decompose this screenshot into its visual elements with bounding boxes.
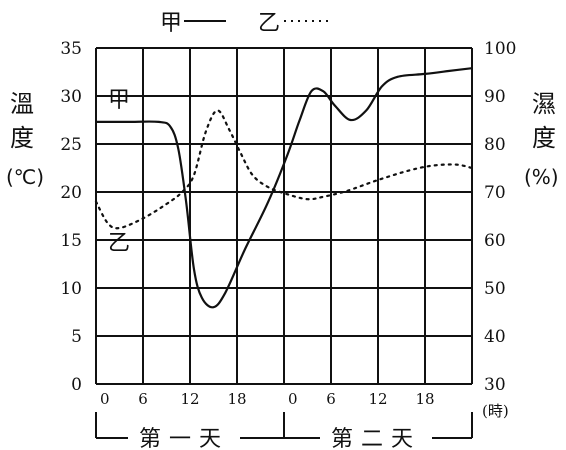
x-axis-ticks: 0 6 12 18 0 6 12 18 bbox=[100, 390, 435, 408]
right-axis-label-unit: (%) bbox=[524, 165, 559, 189]
left-tick-label: 10 bbox=[60, 279, 82, 299]
right-tick-label: 90 bbox=[484, 87, 506, 107]
legend-label-jia: 甲 bbox=[160, 11, 182, 36]
right-tick-label: 50 bbox=[484, 279, 506, 299]
annotation-jia: 甲 bbox=[108, 88, 130, 113]
x-tick-label: 6 bbox=[138, 390, 148, 408]
left-tick-label: 35 bbox=[60, 39, 82, 59]
right-tick-label: 40 bbox=[484, 327, 506, 347]
left-tick-label: 30 bbox=[60, 87, 82, 107]
right-axis-ticks: 30 40 50 60 70 80 90 100 bbox=[484, 39, 516, 395]
x-tick-label: 0 bbox=[288, 390, 298, 408]
legend: 甲 乙 bbox=[160, 11, 332, 36]
right-axis-label-char-1: 濕 bbox=[532, 90, 556, 118]
right-axis-label-char-2: 度 bbox=[532, 124, 556, 152]
left-axis-label-char-2: 度 bbox=[10, 124, 34, 152]
left-axis-label-char-1: 溫 bbox=[10, 90, 34, 118]
right-tick-label: 100 bbox=[484, 39, 516, 59]
legend-label-yi: 乙 bbox=[258, 11, 280, 36]
series-jia-line bbox=[96, 67, 473, 309]
right-axis-label: 濕 度 (%) bbox=[524, 90, 559, 189]
right-tick-label: 70 bbox=[484, 183, 506, 203]
x-tick-label: 12 bbox=[180, 390, 199, 408]
x-tick-label: 12 bbox=[368, 390, 387, 408]
annotations: 甲 乙 bbox=[108, 88, 130, 256]
left-tick-label: 0 bbox=[71, 375, 82, 395]
left-axis-label-unit: (℃) bbox=[6, 165, 44, 189]
grid bbox=[95, 47, 473, 385]
x-tick-label: 0 bbox=[100, 390, 110, 408]
series-yi-line bbox=[94, 109, 474, 230]
left-tick-label: 20 bbox=[60, 183, 82, 203]
right-tick-label: 60 bbox=[484, 231, 506, 251]
left-tick-label: 5 bbox=[71, 327, 82, 347]
x-tick-label: 6 bbox=[326, 390, 336, 408]
right-tick-label: 30 bbox=[484, 375, 506, 395]
x-tick-label: 18 bbox=[415, 390, 434, 408]
left-tick-label: 25 bbox=[60, 135, 82, 155]
day-labels: 第一天 第二天 bbox=[95, 412, 473, 450]
x-tick-label: 18 bbox=[227, 390, 246, 408]
series-layer bbox=[94, 67, 474, 309]
left-tick-label: 15 bbox=[60, 231, 82, 251]
day2-label: 第二天 bbox=[331, 427, 421, 450]
day1-label: 第一天 bbox=[139, 427, 229, 450]
right-tick-label: 80 bbox=[484, 135, 506, 155]
left-axis-label: 溫 度 (℃) bbox=[6, 90, 44, 189]
annotation-yi: 乙 bbox=[108, 231, 130, 256]
left-axis-ticks: 0 5 10 15 20 25 30 35 bbox=[60, 39, 82, 395]
x-axis-unit: (時) bbox=[482, 402, 509, 420]
